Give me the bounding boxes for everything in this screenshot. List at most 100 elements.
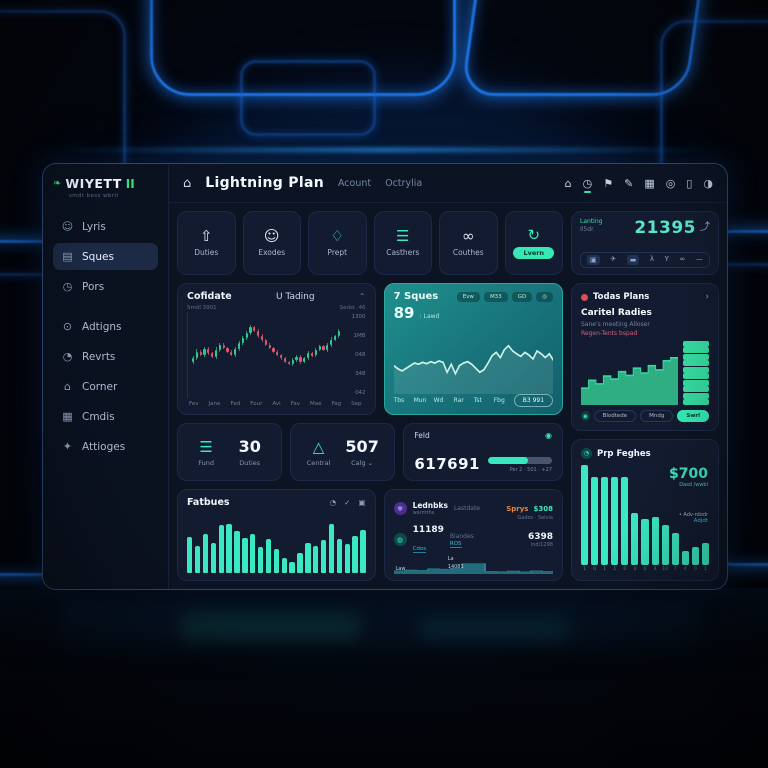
- features-grid-icon[interactable]: ▣: [358, 498, 366, 507]
- plans-line1: Sane's meeting Alloser: [581, 321, 650, 328]
- feature-bar: [257, 546, 264, 573]
- ledn-link-cdos[interactable]: Cdos: [412, 546, 427, 553]
- feature-bar: [194, 546, 201, 573]
- ledn-orange-value: Sprys: [506, 505, 529, 513]
- plans-card: Todas Plans › Caritel Radies Sane's meet…: [571, 283, 719, 431]
- pxp-x-axis: 1 0 1 1 0 4 0 4 10 7 4 0 1: [581, 567, 709, 572]
- sidebar: ❧ WIYETT II smdt bess wbrti ☺ Lyris ▤ Sques…: [43, 164, 169, 589]
- dashboard-body: ⇧ Duties ☺ Exodes ♢ Prept ☰ Casthers ∞ Couthes ↻ Lv…: [169, 203, 727, 589]
- feature-bar: [234, 531, 240, 573]
- sidebar-item-corner[interactable]: ⌂ Corner: [53, 373, 158, 400]
- pxp-legend-link[interactable]: Adjdt: [693, 518, 708, 524]
- pen-icon[interactable]: ✎: [624, 176, 634, 190]
- candle: [257, 328, 260, 339]
- x-tick: 0: [643, 567, 647, 572]
- quick-card-exodes[interactable]: ☺ Exodes: [242, 211, 301, 275]
- features-check-icon[interactable]: ✓: [344, 498, 351, 507]
- chat-icon: ✦: [62, 440, 73, 453]
- stat-label-1: Central: [306, 458, 331, 467]
- collapse-chevron-icon[interactable]: ⌃: [358, 292, 366, 301]
- features-clock-icon[interactable]: ◔: [329, 498, 337, 507]
- x-tick: 7: [673, 567, 677, 572]
- moon-icon[interactable]: ◑: [703, 176, 713, 190]
- plans-bar: [683, 353, 709, 360]
- quick-card-duties[interactable]: ⇧ Duties: [177, 211, 236, 275]
- quick-card-pill[interactable]: Lvern: [513, 246, 555, 259]
- tab-acount[interactable]: Acount: [337, 177, 372, 189]
- search-icon[interactable]: ◎: [665, 176, 676, 190]
- more-icon[interactable]: —: [695, 255, 703, 263]
- chip-icon[interactable]: ▣: [587, 255, 600, 265]
- x-tick: 10: [662, 567, 669, 572]
- sidebar-item-label: Revrts: [82, 350, 116, 363]
- battery-icon[interactable]: ▯: [686, 176, 693, 190]
- candle: [237, 340, 241, 352]
- clock-icon[interactable]: ◷: [582, 176, 593, 193]
- sques-btn-2[interactable]: M33: [483, 291, 508, 302]
- sidebar-item-lyris[interactable]: ☺ Lyris: [53, 213, 158, 240]
- dash-icon[interactable]: ▬: [626, 255, 640, 265]
- glasses-icon[interactable]: ∞: [679, 255, 686, 263]
- stat-card-fund[interactable]: ☰ Fund 30 Duties: [177, 423, 283, 481]
- pin-icon[interactable]: ⚑: [603, 176, 614, 190]
- plans-foot-icon: ◉: [581, 411, 590, 421]
- plans-btn-blodtede[interactable]: Blodtede: [593, 410, 637, 422]
- candle: [303, 357, 306, 364]
- quick-card-prept[interactable]: ♢ Prept: [308, 211, 367, 275]
- sques-btn-3[interactable]: GD: [511, 291, 533, 302]
- tab-octrylia[interactable]: Octrylia: [385, 177, 423, 189]
- feld-progress-bar[interactable]: [488, 457, 552, 464]
- sidebar-item-label: Sques: [82, 250, 114, 263]
- quick-card-couthes[interactable]: ∞ Couthes: [439, 211, 498, 275]
- sidebar-item-label: Lyris: [82, 220, 106, 233]
- ledn-link-ros[interactable]: ROS: [449, 540, 462, 548]
- wand-icon[interactable]: Υ: [664, 255, 669, 263]
- plans-btn-mndg[interactable]: Mndg: [640, 410, 674, 422]
- ledn-green-value: $308: [533, 505, 553, 513]
- person-icon[interactable]: λ: [649, 255, 655, 263]
- feld-badge-icon[interactable]: ◉: [545, 431, 552, 440]
- x-tick: Fag: [331, 401, 342, 407]
- sidebar-item-attioges[interactable]: ✦ Attioges: [53, 433, 158, 460]
- sques-btn-1[interactable]: Evw: [456, 291, 480, 302]
- sques-cta-button[interactable]: B3 991: [513, 394, 554, 407]
- history-icon: ◔: [62, 350, 73, 363]
- sidebar-item-revrts[interactable]: ◔ Revrts: [53, 343, 158, 370]
- quick-card-label: Duties: [194, 248, 219, 257]
- send-icon[interactable]: ✈: [610, 255, 617, 263]
- quick-card-casthers[interactable]: ☰ Casthers: [373, 211, 432, 275]
- candle: [195, 349, 198, 360]
- plans-chevron-icon[interactable]: ›: [705, 292, 709, 302]
- sidebar-item-pors[interactable]: ◷ Pors: [53, 273, 158, 300]
- briefcase-icon: ▦: [62, 410, 73, 423]
- feld-title: Feld: [414, 431, 430, 440]
- ledn-row-2[interactable]: ◍ 11189 Cdos Blandes ROS 6398: [393, 525, 553, 554]
- quick-card-label: Exodes: [258, 248, 286, 257]
- plans-btn-swrl[interactable]: Swrl: [677, 410, 709, 422]
- candle: [230, 350, 233, 357]
- quick-card-lvern[interactable]: ↻ Lvern: [504, 211, 563, 275]
- ledn-right-sub-1: Gados · Selvia: [517, 515, 553, 521]
- candle: [318, 345, 321, 352]
- search-icon: ⊙: [62, 320, 73, 333]
- features-title: Fatbues: [187, 497, 230, 508]
- feature-bar: [265, 538, 272, 573]
- logo[interactable]: ❧ WIYETT II: [53, 176, 158, 191]
- candle: [203, 346, 206, 358]
- home-icon[interactable]: ⌂: [183, 175, 192, 191]
- sidebar-item-sques[interactable]: ▤ Sques: [53, 243, 158, 270]
- plans-bar: [683, 373, 709, 380]
- sidebar-item-adtigns[interactable]: ⊙ Adtigns: [53, 313, 158, 340]
- calendar-icon[interactable]: ▦: [644, 176, 655, 190]
- quick-card-label: Couthes: [452, 248, 484, 257]
- stat-card-central[interactable]: △ Central 507 Calg ⌄: [290, 423, 396, 481]
- quick-card-label: Casthers: [386, 248, 420, 257]
- sques-search-icon[interactable]: ◎: [536, 291, 553, 302]
- feature-bar: [226, 523, 232, 573]
- bell-icon[interactable]: ⌂: [564, 176, 572, 190]
- sidebar-item-cmdis[interactable]: ▦ Cmdis: [53, 403, 158, 430]
- ledn-row-1[interactable]: ✾ Lednbks warmths Lastdate Sprys $308 Ga…: [393, 496, 553, 521]
- y-tick: 048: [355, 352, 366, 358]
- ledn-mid-2: Blandes ROS: [449, 532, 474, 548]
- pxp-card: ◔ Prp Feghes 1 0 1 1 0 4 0 4 10 7 4 0 1 $700 Dasd /w…: [571, 439, 719, 581]
